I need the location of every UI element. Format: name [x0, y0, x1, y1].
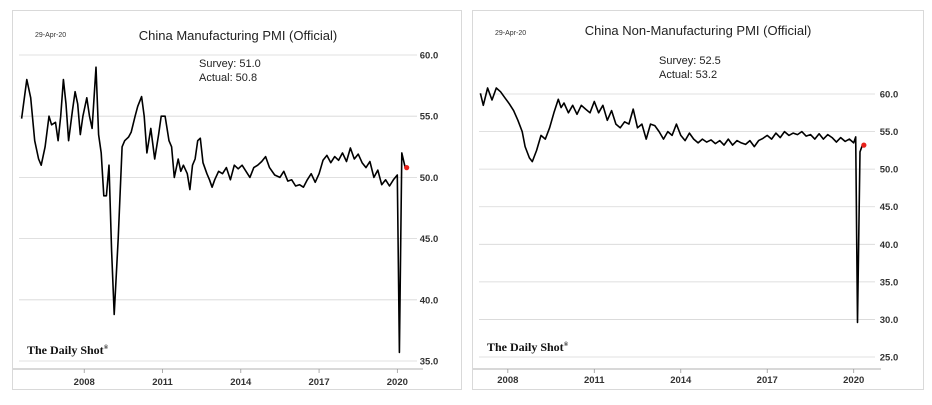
y-tick-label: 35.0 — [880, 277, 899, 288]
manufacturing-pmi-chart-panel: 60.0 55.0 50.0 45.0 40.0 35.0 2008 2011 2014 201… — [12, 10, 462, 390]
x-tick-label: 2011 — [152, 377, 173, 388]
survey-annotation: Survey: 51.0 — [199, 58, 261, 70]
x-tick-label: 2017 — [757, 375, 778, 386]
chart-date: 29-Apr-20 — [35, 32, 66, 39]
actual-annotation: Actual: 50.8 — [199, 72, 257, 84]
y-tick-label: 60.0 — [420, 51, 439, 62]
y-tick-label: 50.0 — [880, 165, 899, 176]
brand-logo: The Daily Shot® — [487, 340, 569, 354]
non-manufacturing-pmi-chart-panel: 60.0 55.0 50.0 45.0 40.0 35.0 30.0 25.0 2008 201… — [472, 10, 924, 390]
y-tick-label: 40.0 — [880, 240, 899, 251]
non-manufacturing-pmi-latest-marker — [861, 142, 867, 148]
x-tick-label: 2014 — [670, 375, 692, 386]
x-tick-label: 2017 — [308, 377, 329, 388]
chart-date: 29-Apr-20 — [495, 30, 526, 37]
manufacturing-pmi-latest-marker — [404, 165, 410, 171]
y-tick-label: 55.0 — [420, 112, 439, 123]
y-tick-label: 35.0 — [420, 357, 439, 368]
x-tick-label: 2014 — [230, 377, 252, 388]
y-tick-label: 60.0 — [880, 90, 899, 101]
x-tick-label: 2011 — [584, 375, 605, 386]
chart-title: China Non-Manufacturing PMI (Official) — [585, 23, 812, 38]
y-tick-label: 55.0 — [880, 127, 899, 138]
non-manufacturing-pmi-chart: 60.0 55.0 50.0 45.0 40.0 35.0 30.0 25.0 2008 201… — [473, 23, 899, 386]
y-tick-label: 45.0 — [880, 202, 899, 213]
x-tick-label: 2008 — [74, 377, 95, 388]
x-tick-label: 2020 — [843, 375, 864, 386]
x-tick-label: 2020 — [387, 377, 408, 388]
y-tick-label: 30.0 — [880, 315, 899, 326]
y-tick-label: 50.0 — [420, 173, 439, 184]
manufacturing-pmi-chart: 60.0 55.0 50.0 45.0 40.0 35.0 2008 2011 2014 201… — [13, 28, 439, 388]
non-manufacturing-pmi-line — [479, 87, 864, 324]
survey-annotation: Survey: 52.5 — [659, 55, 721, 67]
actual-annotation: Actual: 53.2 — [659, 69, 717, 81]
chart-title: China Manufacturing PMI (Official) — [139, 28, 337, 43]
y-tick-label: 25.0 — [880, 353, 899, 364]
brand-logo: The Daily Shot® — [27, 343, 109, 357]
x-tick-label: 2008 — [497, 375, 518, 386]
y-tick-label: 40.0 — [420, 295, 439, 306]
y-tick-label: 45.0 — [420, 234, 439, 245]
manufacturing-pmi-line — [20, 66, 406, 354]
